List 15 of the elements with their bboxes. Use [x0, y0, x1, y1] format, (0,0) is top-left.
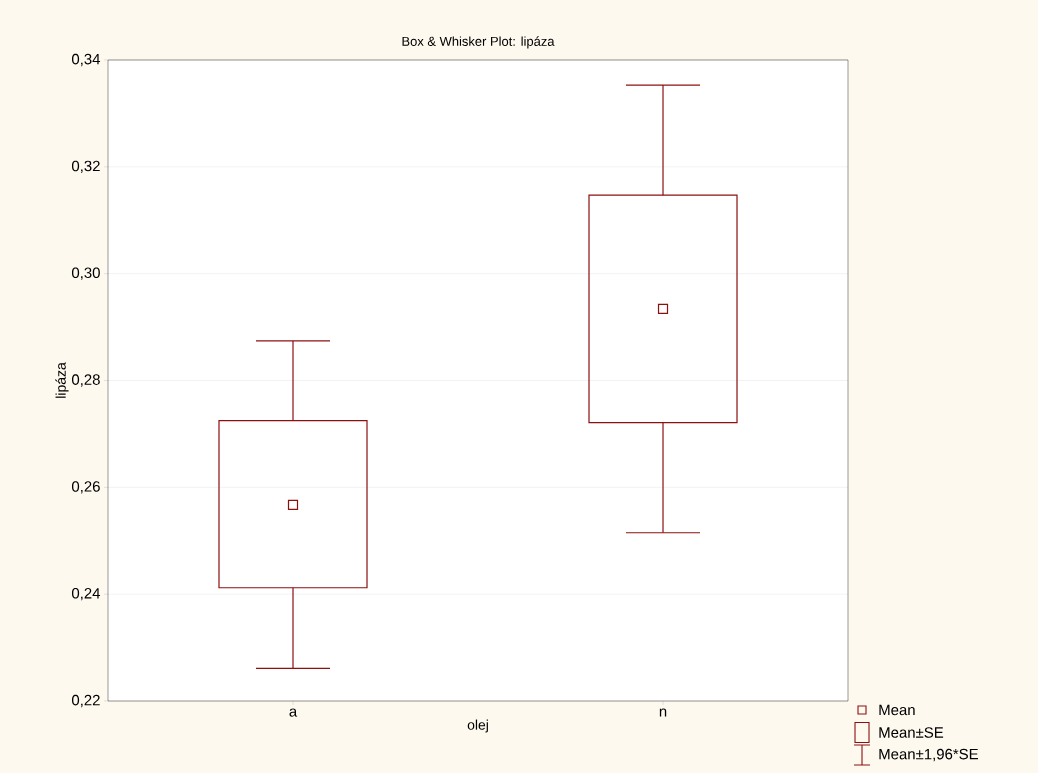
text: Mean [879, 704, 915, 716]
x-tick-label: a [289, 708, 298, 717]
x-axis-title: olej [467, 719, 488, 733]
chart-title: Box & Whisker Plot: lipáza [402, 36, 555, 49]
y-tick-label: 0,22 [71, 694, 100, 708]
y-tick-label: 0,30 [71, 267, 100, 280]
x-tick-label: n [659, 708, 667, 717]
text: Mean±1,96*SE [879, 748, 978, 762]
y-tick-label: 0,34 [71, 53, 101, 67]
y-tick-label: 0,28 [71, 374, 100, 387]
y-tick-label: 0,32 [71, 160, 100, 173]
y-tick-label: 0,24 [71, 587, 101, 601]
y-tick-label: 0,26 [71, 481, 100, 494]
y-axis-title: lipáza [55, 362, 69, 398]
text: Mean±SE [879, 727, 944, 738]
